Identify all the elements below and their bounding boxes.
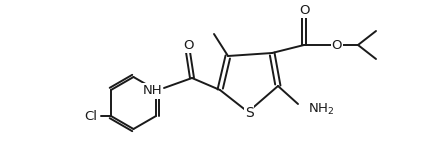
Text: O: O <box>183 38 193 52</box>
Text: S: S <box>244 106 253 120</box>
Text: Cl: Cl <box>84 110 97 123</box>
Text: O: O <box>299 4 309 16</box>
Text: NH: NH <box>142 85 162 98</box>
Text: NH$_2$: NH$_2$ <box>308 101 335 117</box>
Text: O: O <box>332 38 342 52</box>
